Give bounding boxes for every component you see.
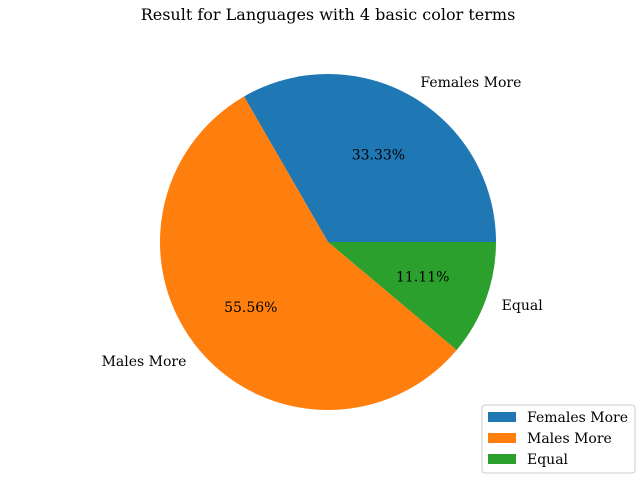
pie-labels: Females More 33.33% Males More 55.56% Equal 1… <box>102 75 544 370</box>
legend: Females More Males More Equal <box>481 404 636 474</box>
slice-percent-label: 33.33% <box>352 148 405 164</box>
legend-swatch <box>488 412 516 422</box>
pie-slices <box>160 73 496 410</box>
chart-title: Result for Languages with 4 basic color … <box>141 5 516 24</box>
legend-label: Females More <box>527 410 628 426</box>
pie-slice-males-more <box>160 96 457 410</box>
slice-label: Males More <box>102 354 187 370</box>
slice-label: Equal <box>502 298 544 314</box>
legend-label: Males More <box>527 431 612 447</box>
legend-swatch <box>488 454 516 464</box>
pie-slice-equal <box>328 242 496 350</box>
legend-frame <box>481 404 636 474</box>
pie-slice-females-more <box>244 73 496 242</box>
slice-label: Females More <box>420 75 521 91</box>
legend-label: Equal <box>527 452 569 468</box>
slice-percent-label: 55.56% <box>224 300 277 316</box>
legend-swatch <box>488 433 516 443</box>
slice-percent-label: 11.11% <box>396 269 449 285</box>
